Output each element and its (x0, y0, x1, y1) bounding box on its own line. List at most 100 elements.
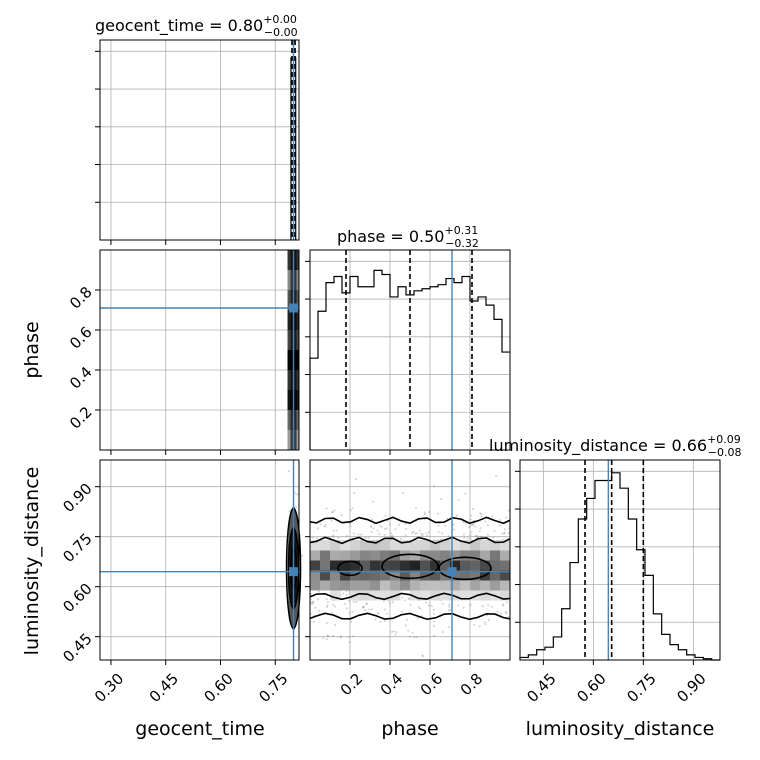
scatter-ld-phase-114 (402, 491, 405, 494)
scatter-ld-phase-231 (413, 636, 416, 639)
scatter-ld-phase-453 (486, 614, 489, 617)
scatter-ld-phase-282 (426, 534, 429, 537)
scatter-ld-phase-839 (355, 600, 358, 603)
scatter-ld-phase-448 (479, 512, 482, 515)
scatter-ld-phase-659 (496, 610, 499, 613)
ytick-label-luminosity_distance-2: 0.75 (59, 530, 95, 566)
block-ld-phase-2-5 (330, 550, 341, 561)
scatter-ld-phase-468 (374, 618, 377, 621)
scatter-ld-phase-532 (486, 533, 489, 536)
block-ld-phase-5-6 (360, 540, 371, 551)
scatter-ld-phase-531 (493, 529, 496, 532)
scatter-ld-phase-384 (470, 531, 473, 534)
scatter-ld-phase-483 (342, 592, 345, 595)
scatter-ld-phase-655 (331, 511, 334, 514)
block-ld-phase-9-6 (400, 540, 411, 551)
panel-frame-2-2 (519, 459, 721, 661)
scatter-ld-phase-250 (480, 512, 483, 515)
block-ld-phase-14-6 (450, 540, 461, 551)
scatter-ld-phase-8 (348, 641, 351, 644)
block-ld-phase-11-5 (420, 550, 431, 561)
block-ld-phase-12-5 (430, 550, 441, 561)
scatter-ld-phase-589 (425, 532, 428, 535)
block-ld-phase-15-1 (460, 590, 471, 601)
block-ld-phase-5-1 (360, 590, 371, 601)
scatter-ld-phase-812 (432, 485, 435, 488)
scatter-ld-phase-609 (409, 604, 412, 607)
scatter-ld-phase-869 (340, 514, 343, 517)
ytick-label-phase-0: 0.2 (66, 403, 96, 433)
title-geocent-time-median: 0.80 (228, 16, 264, 35)
block-ld-phase-0-2 (310, 580, 321, 591)
scatter-ld-phase-344 (349, 509, 352, 512)
block-ld-phase-4-6 (350, 540, 361, 551)
xtick-label-geocent_time-2: 0.60 (201, 670, 237, 706)
block-ld-phase-0-4 (310, 560, 321, 571)
hist-luminosity-distance (519, 472, 720, 661)
scatter-ld-phase-399 (452, 523, 455, 526)
scatter-ld-phase-317 (507, 616, 510, 619)
scatter-ld-phase-348 (353, 492, 356, 495)
scatter-ld-phase-0 (469, 514, 472, 517)
scatter-ld-phase-331 (348, 522, 351, 525)
scatter-ld-phase-836 (468, 526, 471, 529)
contour-ld-phase-1a (337, 560, 363, 577)
scatter-ld-phase-107 (404, 534, 407, 537)
scatter-ld-phase-862 (351, 507, 354, 510)
scatter-ld-phase-752 (392, 630, 395, 633)
scatter-ld-phase-152 (349, 525, 352, 528)
scatter-ld-phase-190 (490, 605, 493, 608)
scatter-ld-phase-541 (378, 533, 381, 536)
scatter-ld-phase-255 (441, 602, 444, 605)
scatter-ld-phase-167 (414, 507, 417, 510)
scatter-ld-phase-172 (325, 507, 328, 510)
scatter-ld-phase-262 (333, 605, 336, 608)
panel-frame-1-1 (309, 249, 511, 451)
scatter-ld-phase-767 (505, 612, 508, 615)
block-ld-phase-16-6 (470, 540, 481, 551)
block-ld-phase-8-5 (390, 550, 401, 561)
block-ld-phase-9-4 (400, 560, 411, 571)
block-ld-phase-5-2 (360, 580, 371, 591)
contour-ld-phase-2 (310, 536, 510, 601)
scatter-ld-phase-889 (503, 528, 506, 531)
xtick-label-geocent_time-1: 0.45 (146, 670, 182, 706)
scatter-ld-phase-359 (394, 528, 397, 531)
scatter-ld-phase-270 (385, 527, 388, 530)
scatter-ld-phase-141 (317, 590, 320, 593)
block-ld-phase-2-4 (330, 560, 341, 571)
block-ld-phase-7-5 (380, 550, 391, 561)
scatter-ld-phase-257 (407, 597, 410, 600)
scatter-ld-phase-847 (474, 525, 477, 528)
block-ld-phase-13-5 (440, 550, 451, 561)
scatter-ld-phase-667 (469, 524, 472, 527)
scatter-ld-phase-307 (352, 600, 355, 603)
xtick-label-luminosity_distance-2: 0.75 (623, 670, 659, 706)
scatter-ld-phase-668 (401, 596, 404, 599)
xtick-label-luminosity_distance-3: 0.90 (673, 670, 709, 706)
block-ld-phase-16-5 (470, 550, 481, 561)
scatter-ld-phase-744 (433, 612, 436, 615)
scatter-ld-phase-268 (408, 635, 411, 638)
scatter-ld-phase-332 (504, 611, 507, 614)
block-ld-phase-4-2 (350, 580, 361, 591)
block-ld-phase-15-3 (460, 570, 471, 581)
scatter-ld-phase-388 (397, 523, 400, 526)
block-ld-phase-9-3 (400, 570, 411, 581)
scatter-ld-phase-537 (363, 605, 366, 608)
panel-bg-2-2 (520, 460, 720, 660)
block-ld-phase-3-2 (340, 580, 351, 591)
scatter-ld-phase-442 (500, 612, 503, 615)
block-ld-phase-4-5 (350, 550, 361, 561)
scatter-ld-phase-253 (481, 605, 484, 608)
scatter-ld-phase-383 (361, 606, 364, 609)
scatter-ld-phase-287 (427, 510, 430, 513)
scatter-ld-phase-137 (311, 600, 314, 603)
block-ld-phase-6-3 (370, 570, 381, 581)
block-ld-phase-11-1 (420, 590, 431, 601)
scatter-ld-phase-170 (475, 534, 478, 537)
scatter-ld-phase-698 (405, 527, 408, 530)
scatter-ld-phase-540 (457, 498, 460, 501)
scatter-ld-phase-53 (384, 608, 387, 611)
block-ld-phase-0-3 (310, 570, 321, 581)
